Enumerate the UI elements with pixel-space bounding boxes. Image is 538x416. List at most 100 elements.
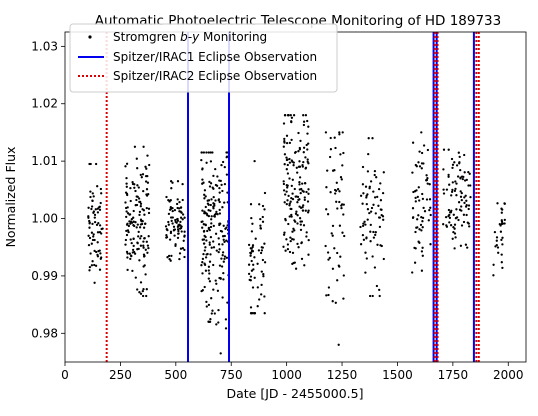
- scatter-point: [453, 161, 456, 164]
- scatter-point: [183, 234, 186, 237]
- x-tick-label: 1000: [271, 368, 302, 382]
- scatter-point: [418, 228, 421, 231]
- scatter-point: [144, 273, 147, 276]
- scatter-point: [463, 179, 467, 182]
- scatter-point: [204, 235, 207, 239]
- scatter-point: [307, 125, 310, 128]
- scatter-point: [418, 150, 421, 153]
- scatter-point: [365, 202, 368, 206]
- scatter-point: [222, 271, 225, 275]
- scatter-point: [221, 206, 224, 209]
- y-tick-label: 1.00: [31, 212, 58, 226]
- scatter-point: [138, 210, 142, 214]
- scatter-point: [500, 261, 503, 264]
- scatter-point: [374, 231, 377, 234]
- scatter-point: [200, 151, 203, 154]
- scatter-point: [299, 220, 302, 223]
- scatter-point: [179, 216, 183, 219]
- scatter-point: [333, 169, 336, 172]
- scatter-point: [379, 199, 383, 202]
- scatter-point: [422, 162, 425, 165]
- scatter-point: [140, 220, 143, 223]
- scatter-point: [100, 192, 103, 195]
- scatter-point: [303, 264, 306, 267]
- scatter-point: [283, 163, 286, 166]
- legend-entry-irac1: Spitzer/IRAC1 Eclipse Observation: [78, 50, 317, 64]
- scatter-point: [202, 223, 205, 226]
- scatter-point: [298, 176, 302, 179]
- scatter-point: [211, 151, 214, 154]
- scatter-point: [132, 244, 135, 248]
- scatter-point: [253, 159, 256, 163]
- scatter-point: [262, 272, 265, 276]
- scatter-point: [467, 204, 471, 207]
- scatter-point: [460, 191, 463, 195]
- scatter-point: [373, 169, 377, 173]
- scatter-point: [223, 255, 227, 258]
- scatter-point: [495, 236, 499, 239]
- scatter-point: [176, 225, 180, 229]
- scatter-point: [284, 249, 287, 252]
- scatter-point: [209, 209, 212, 212]
- scatter-point: [306, 158, 309, 161]
- scatter-point: [129, 257, 132, 261]
- scatter-point: [455, 208, 458, 211]
- y-tick-label: 0.98: [31, 326, 58, 340]
- scatter-point: [91, 222, 94, 226]
- scatter-point: [302, 160, 305, 164]
- scatter-point: [296, 222, 299, 225]
- scatter-point: [176, 180, 180, 183]
- scatter-point: [183, 216, 186, 219]
- scatter-point: [468, 172, 471, 175]
- scatter-point: [203, 189, 207, 192]
- scatter-point: [248, 278, 251, 282]
- scatter-point: [215, 249, 218, 252]
- scatter-point: [254, 237, 257, 240]
- scatter-point: [207, 277, 210, 280]
- scatter-point: [283, 153, 287, 156]
- scatter-point: [221, 189, 224, 193]
- scatter-point: [503, 202, 506, 205]
- scatter-point: [145, 206, 148, 210]
- scatter-point: [201, 209, 204, 212]
- scatter-point: [283, 201, 286, 204]
- scatter-point: [178, 210, 181, 213]
- scatter-point: [302, 114, 305, 117]
- scatter-point: [99, 187, 103, 191]
- scatter-point: [261, 204, 265, 208]
- scatter-point: [207, 303, 211, 307]
- scatter-point: [95, 223, 99, 227]
- scatter-point: [454, 236, 457, 239]
- scatter-point: [372, 203, 375, 206]
- scatter-point: [219, 352, 222, 355]
- scatter-point: [429, 206, 432, 209]
- scatter-point: [338, 133, 341, 136]
- scatter-point: [203, 197, 206, 200]
- scatter-point: [142, 244, 145, 247]
- scatter-point: [418, 199, 421, 202]
- scatter-point: [453, 189, 457, 193]
- scatter-point: [250, 259, 253, 263]
- scatter-point: [455, 194, 458, 197]
- scatter-point: [207, 227, 210, 231]
- scatter-point: [286, 158, 289, 161]
- scatter-point: [136, 242, 139, 245]
- legend-label-stromgren: Stromgren b-y Monitoring: [113, 30, 267, 44]
- scatter-point: [225, 226, 228, 229]
- scatter-point: [340, 178, 343, 181]
- scatter-point: [426, 148, 430, 152]
- scatter-point: [340, 206, 343, 210]
- scatter-point: [327, 293, 330, 297]
- scatter-point: [467, 184, 470, 187]
- scatter-point: [98, 206, 101, 209]
- scatter-point: [125, 182, 128, 185]
- scatter-point: [218, 264, 222, 267]
- scatter-point: [101, 227, 104, 230]
- scatter-point: [132, 223, 135, 227]
- scatter-point: [372, 230, 375, 234]
- scatter-point: [181, 213, 185, 216]
- scatter-point: [381, 191, 385, 195]
- scatter-point: [127, 230, 130, 234]
- scatter-point: [223, 257, 226, 261]
